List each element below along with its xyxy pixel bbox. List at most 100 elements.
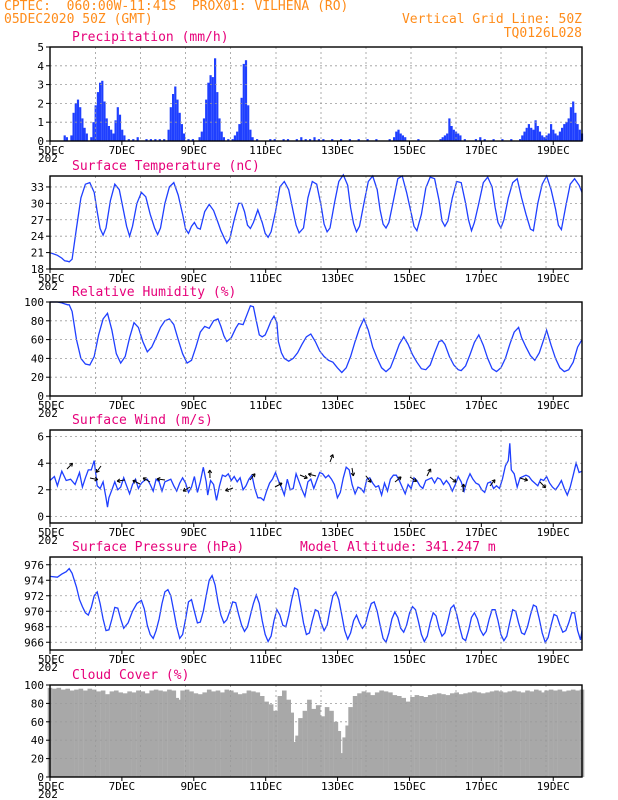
cloud-bar-124 <box>553 690 558 777</box>
cloud-bar-107 <box>485 692 490 777</box>
precip-bar-74 <box>304 139 307 141</box>
series-line-pres <box>49 567 583 644</box>
cloud-bar-97 <box>441 694 446 777</box>
cloud-bar-43 <box>229 690 234 777</box>
precip-bar-34 <box>167 129 170 141</box>
precip-bar-31 <box>154 139 157 141</box>
cloud-bar-104 <box>472 691 477 777</box>
cloud-bar-92 <box>419 696 424 777</box>
wind-arrowhead-21 <box>461 483 466 488</box>
precip-bar-120 <box>541 135 544 141</box>
precip-bar-79 <box>331 139 334 141</box>
ytick-label-temp-1: 21 <box>31 247 44 260</box>
precip-bar-67 <box>256 139 259 141</box>
precip-bar-113 <box>525 127 528 141</box>
cloud-bar-48 <box>251 691 256 777</box>
wind-arrow-11 <box>274 482 283 488</box>
precip-bar-124 <box>550 124 553 141</box>
cloud-bar-7 <box>78 688 84 777</box>
precip-bar-80 <box>340 139 343 141</box>
xtick-label-rh-1: 7DEC <box>109 399 136 412</box>
year-fragment-wind: 202 <box>38 534 58 547</box>
precip-bar-105 <box>479 137 482 141</box>
precip-bar-0 <box>63 135 66 141</box>
ytick-label-temp-2: 24 <box>31 230 45 243</box>
precip-bar-116 <box>532 129 535 141</box>
precip-bar-3 <box>72 112 75 141</box>
precip-bar-56 <box>227 139 230 141</box>
xtick-label-pres-2: 9DEC <box>181 653 208 666</box>
frame-rh <box>49 301 583 397</box>
precip-bar-134 <box>572 101 575 141</box>
cloud-bar-129 <box>575 690 580 777</box>
wind-arrowhead-2 <box>95 468 100 473</box>
panel-annotation-pres: Model Altitude: 341.247 m <box>300 540 496 555</box>
precip-bar-58 <box>233 135 236 141</box>
xtick-label-cloud-7: 19DEC <box>537 780 570 793</box>
precip-bar-42 <box>187 139 190 141</box>
precip-bar-57 <box>231 139 234 141</box>
precip-bar-87 <box>395 131 398 141</box>
precip-bar-49 <box>209 75 212 141</box>
xtick-label-temp-4: 13DEC <box>321 272 354 285</box>
cloud-bar-9 <box>87 688 93 777</box>
precip-bar-101 <box>457 133 460 141</box>
precip-bar-103 <box>463 139 466 141</box>
cloud-bar-113 <box>511 690 517 777</box>
cloud-bar-56 <box>286 699 291 777</box>
cloud-bar-42 <box>224 689 230 777</box>
cloud-bar-100 <box>454 692 459 777</box>
precip-bar-13 <box>96 92 99 141</box>
cloud-bar-116 <box>525 690 530 777</box>
precip-bar-36 <box>172 94 175 141</box>
cloud-bar-34 <box>189 691 194 777</box>
cloud-bar-123 <box>548 689 554 777</box>
xtick-label-temp-7: 19DEC <box>537 272 570 285</box>
panel-wind: 0 2 4 6 5DEC 7DEC 9DEC 11DEC 13DEC 15DEC 17DEC 19DE… <box>37 429 583 547</box>
ytick-label-rh-4: 80 <box>31 315 44 328</box>
cloud-bar-77 <box>352 696 358 777</box>
xtick-label-wind-5: 15DEC <box>393 526 426 539</box>
ytick-label-cloud-1: 20 <box>31 753 44 766</box>
year-fragment-pres: 202 <box>38 661 58 674</box>
precip-bar-137 <box>578 129 581 141</box>
xtick-label-precip-5: 15DEC <box>393 144 426 157</box>
ytick-label-cloud-5: 100 <box>24 679 44 692</box>
precip-bar-78 <box>322 139 325 141</box>
cloud-bar-2 <box>56 687 62 777</box>
precip-bar-89 <box>399 133 402 141</box>
cloud-bar-76 <box>348 707 353 777</box>
precip-bar-75 <box>309 139 312 141</box>
precip-bar-99 <box>452 129 455 141</box>
panel-title-pres: Surface Pressure (hPa) <box>72 540 244 555</box>
precip-bar-61 <box>240 97 243 141</box>
precip-bar-2 <box>70 135 73 141</box>
wind-arrowhead-14 <box>329 454 334 459</box>
cloud-bar-94 <box>427 695 433 777</box>
precip-bar-88 <box>397 129 400 141</box>
precip-bar-25 <box>123 135 126 141</box>
cloud-bar-3 <box>61 689 66 777</box>
cloud-bar-74 <box>342 737 347 777</box>
cloud-bar-55 <box>282 690 287 777</box>
ytick-label-rh-3: 60 <box>31 334 44 347</box>
cloud-bar-121 <box>539 692 545 777</box>
precip-bar-43 <box>191 139 194 141</box>
cloud-bar-115 <box>520 692 526 777</box>
xtick-label-cloud-0: 5DEC <box>38 780 65 793</box>
xtick-label-wind-3: 11DEC <box>249 526 282 539</box>
precip-bar-33 <box>163 139 166 141</box>
cloud-bar-61 <box>295 735 300 777</box>
xtick-label-rh-7: 19DEC <box>537 399 570 412</box>
wind-arrow-2 <box>95 465 102 473</box>
precip-bar-84 <box>375 139 378 141</box>
xtick-label-precip-1: 7DEC <box>109 144 136 157</box>
cloud-bar-26 <box>162 691 168 777</box>
panel-title-cloud: Cloud Cover (%) <box>72 668 189 683</box>
cloud-bar-117 <box>529 691 535 777</box>
xtick-label-wind-2: 9DEC <box>181 526 208 539</box>
precip-bar-29 <box>145 139 148 141</box>
cloud-bar-122 <box>544 690 549 777</box>
xtick-label-pres-1: 7DEC <box>109 653 136 666</box>
